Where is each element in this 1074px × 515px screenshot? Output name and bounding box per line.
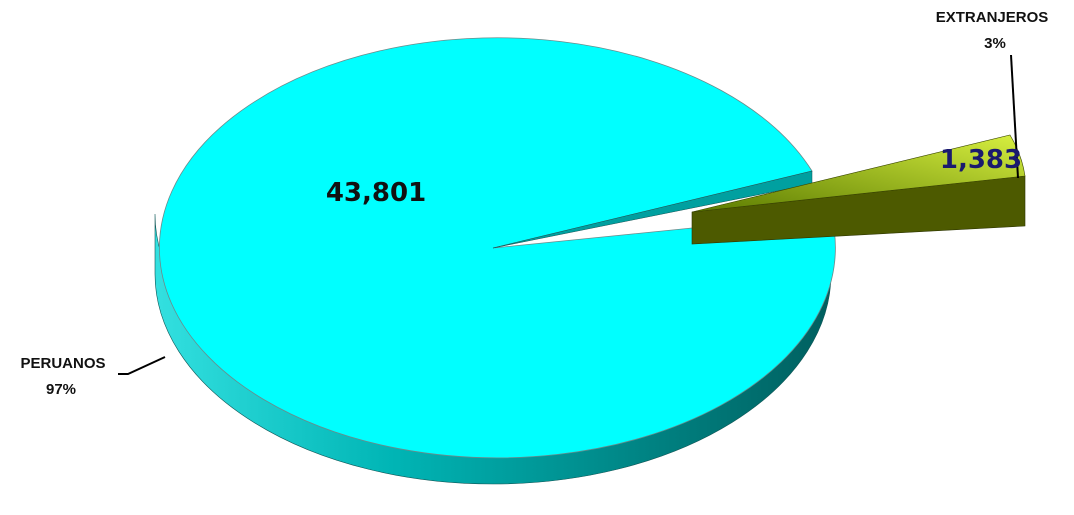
leader-line-extranjeros [1010, 54, 1019, 179]
slice-extranjeros [691, 134, 1026, 245]
percent-label-extranjeros: 3% [984, 35, 1006, 52]
value-label-peruanos: 43,801 [326, 178, 426, 208]
slice-peruanos-top [159, 37, 836, 459]
percent-label-peruanos: 97% [46, 381, 76, 398]
slice-peruanos-cut-face [492, 170, 813, 249]
slice-peruanos [154, 37, 836, 485]
slice-extranjeros-top [691, 134, 1026, 213]
value-label-extranjeros: 1,383 [940, 145, 1022, 175]
leader-line-peruanos [118, 356, 166, 375]
category-label-peruanos: PERUANOS [20, 355, 105, 372]
category-label-extranjeros: EXTRANJEROS [936, 9, 1049, 26]
